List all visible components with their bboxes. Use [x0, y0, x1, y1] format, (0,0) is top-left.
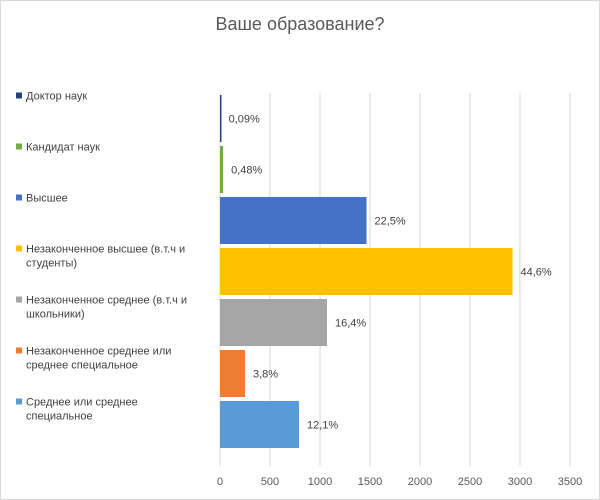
data-label: 0,48%	[231, 165, 262, 177]
category-label: Незаконченное среднее или среднее специал…	[26, 346, 171, 372]
x-tick-label: 2500	[458, 476, 482, 488]
category-label: Среднее или среднее специальное	[26, 397, 138, 423]
category-label: Доктор наук	[26, 91, 87, 103]
x-tick-label: 1000	[308, 476, 332, 488]
legend-marker	[16, 143, 22, 150]
chart-title: Ваше образование?	[215, 14, 385, 34]
bar	[220, 248, 513, 295]
bar	[220, 197, 367, 244]
legend-marker	[16, 92, 22, 99]
category-label: Незаконченное высшее (в.т.ч и студенты)	[26, 244, 185, 270]
bar	[220, 299, 327, 346]
x-tick-label: 0	[217, 476, 223, 488]
x-tick-label: 3000	[508, 476, 532, 488]
data-label: 44,6%	[521, 267, 552, 279]
legend-marker	[16, 194, 22, 201]
bar	[220, 350, 245, 397]
legend-marker	[16, 398, 22, 405]
x-tick-label: 3500	[558, 476, 582, 488]
x-tick-label: 2000	[408, 476, 432, 488]
legend-marker	[16, 245, 22, 252]
legend-marker	[16, 296, 22, 303]
data-label: 0,09%	[229, 114, 260, 126]
category-label: Высшее	[26, 193, 68, 205]
data-label: 16,4%	[335, 318, 366, 330]
category-label: Незаконченное среднее (в.т.ч и школьники)	[26, 295, 187, 321]
category-label: Кандидат наук	[26, 142, 100, 154]
bar	[220, 401, 299, 448]
bar	[220, 146, 224, 193]
data-label: 22,5%	[375, 216, 406, 228]
data-label: 12,1%	[307, 420, 338, 432]
data-label: 3,8%	[253, 369, 278, 381]
legend-marker	[16, 347, 22, 354]
x-tick-label: 1500	[358, 476, 382, 488]
x-tick-label: 500	[261, 476, 279, 488]
bar	[220, 95, 222, 142]
